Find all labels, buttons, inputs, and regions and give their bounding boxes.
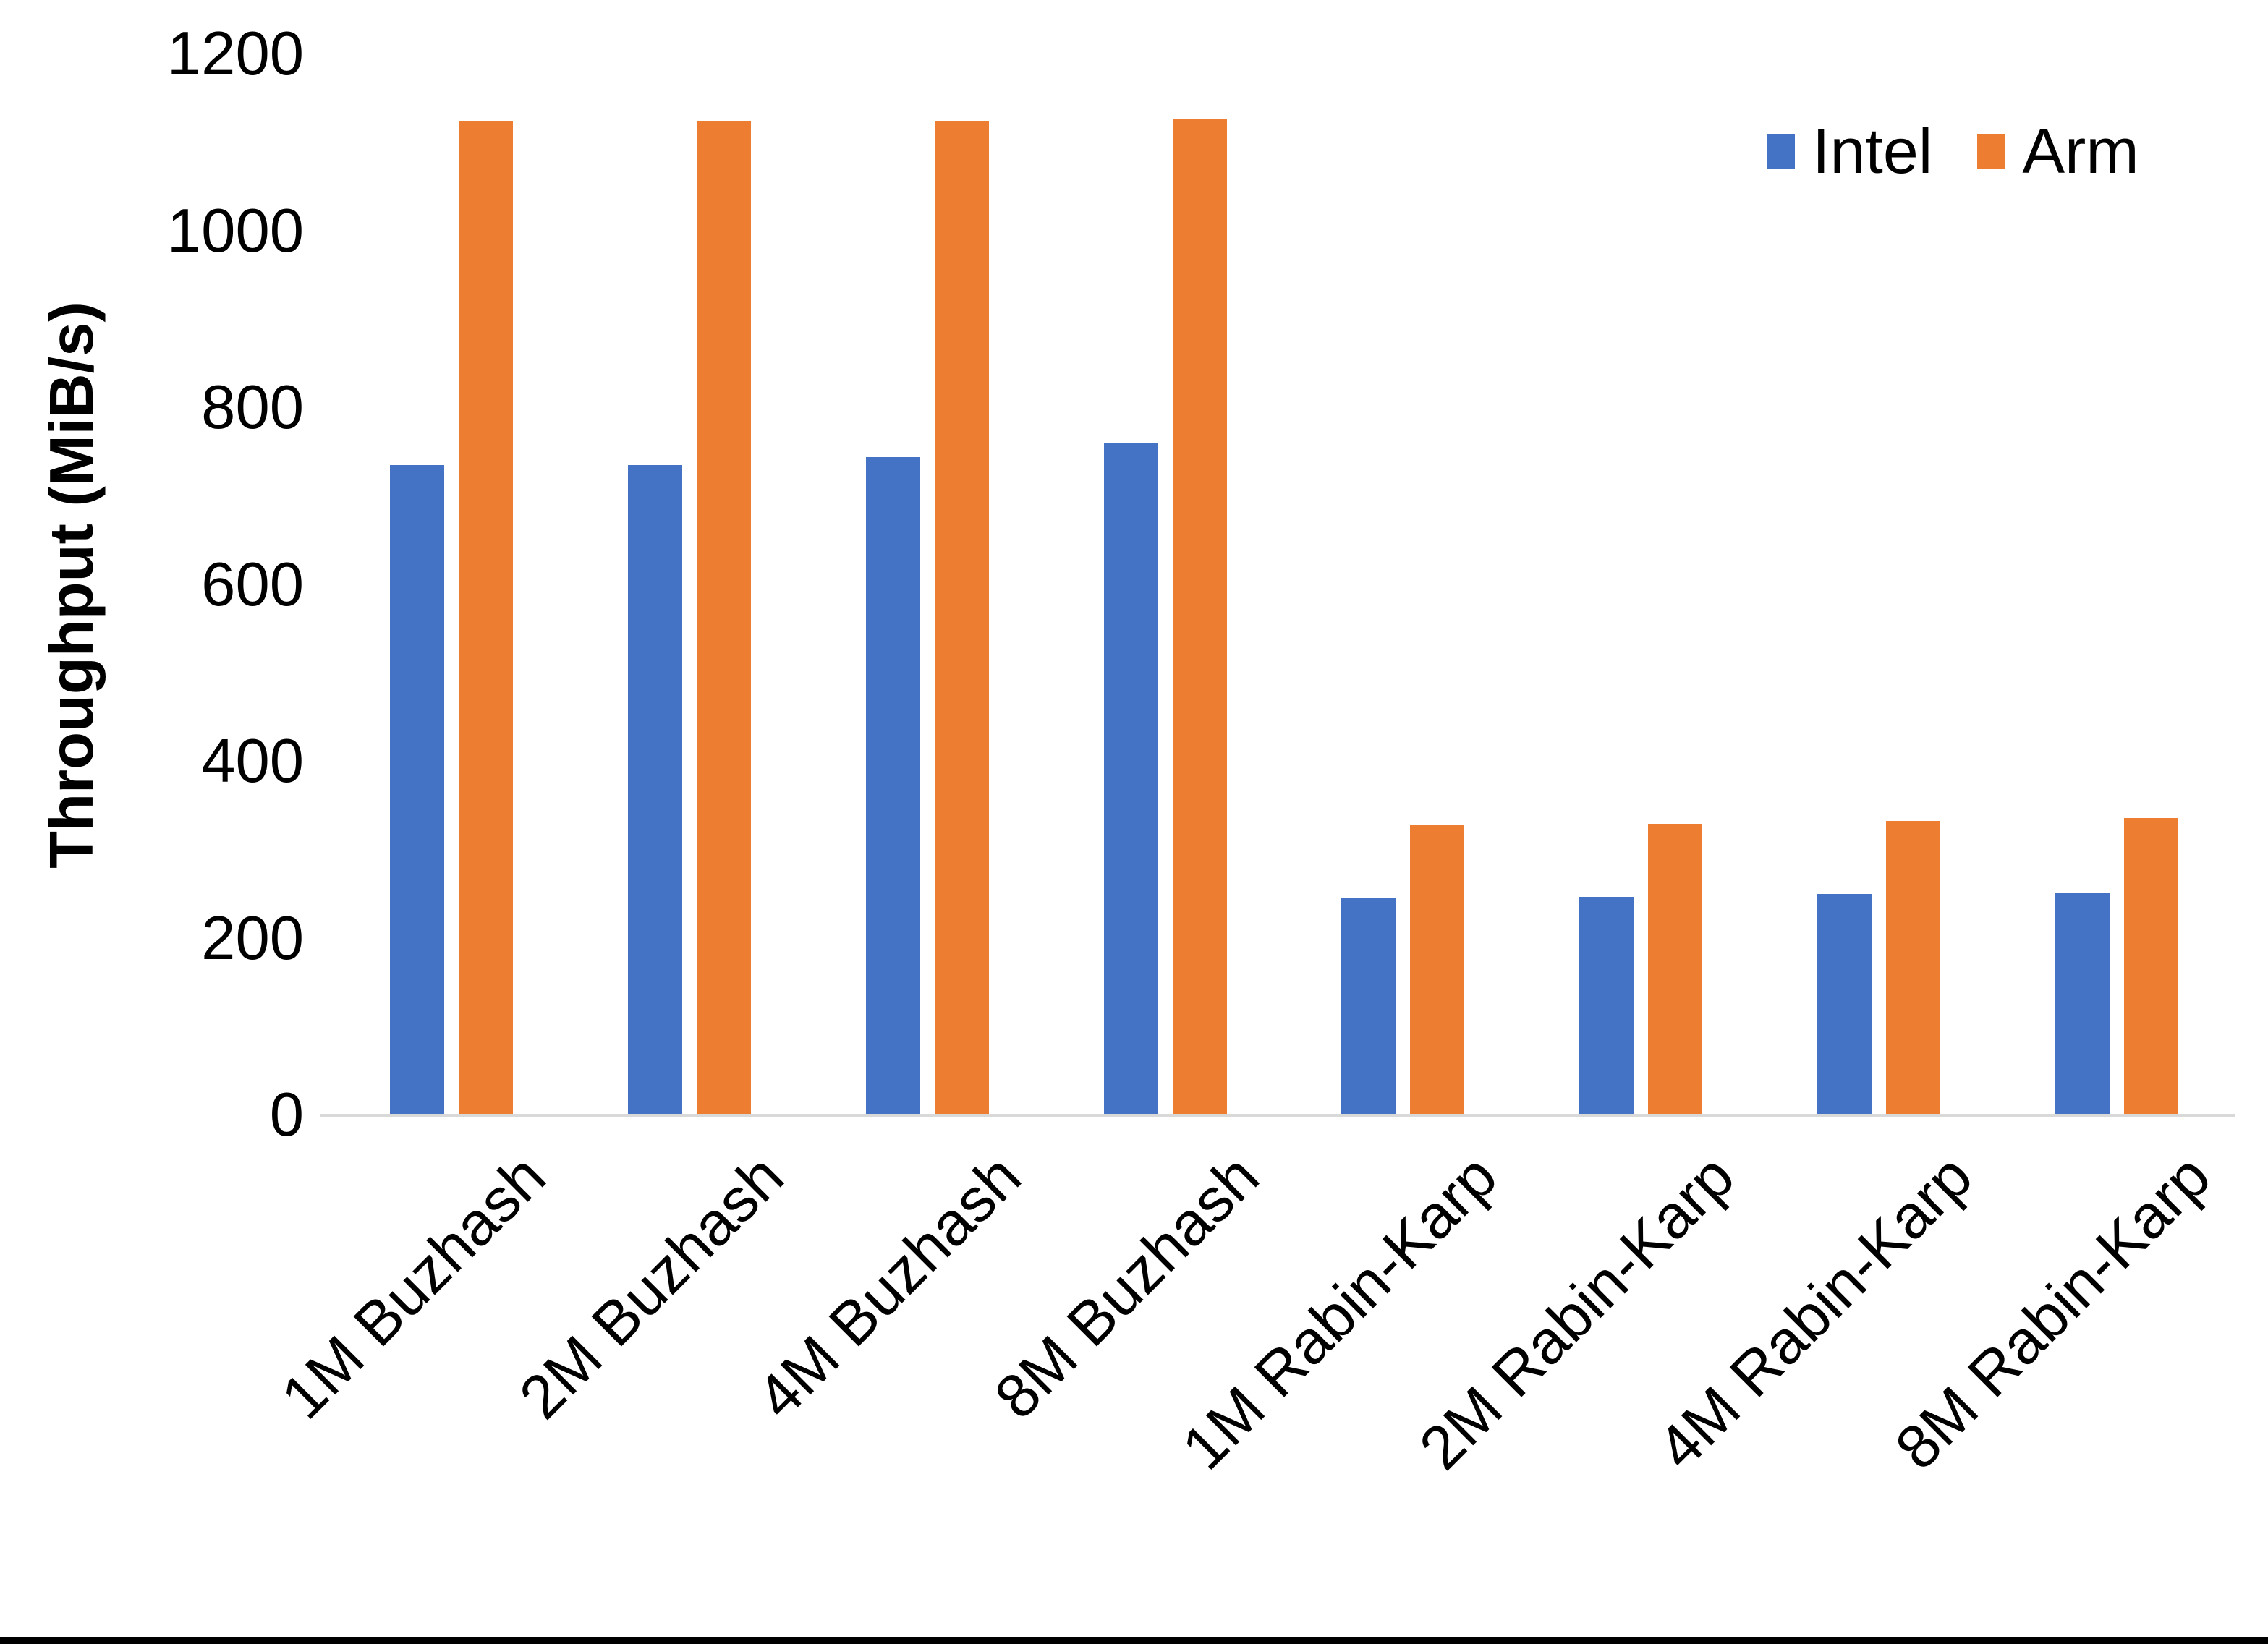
legend-swatch-arm	[1977, 134, 2005, 169]
bar-intel-8m-rabin-karp	[2055, 893, 2110, 1115]
page-bottom-border	[0, 1637, 2268, 1644]
bar-intel-1m-buzhash	[390, 465, 445, 1115]
bar-intel-4m-rabin-karp	[1817, 894, 1872, 1115]
bar-arm-2m-rabin-karp	[1648, 824, 1703, 1115]
y-axis-title-wrap: Throughput (MiB/s)	[25, 54, 119, 1115]
bar-intel-2m-buzhash	[628, 465, 683, 1115]
legend-swatch-intel	[1767, 134, 1795, 169]
bar-intel-1m-rabin-karp	[1341, 898, 1396, 1115]
legend: Intel Arm	[1767, 119, 2139, 183]
y-tick-200: 200	[201, 903, 304, 973]
bar-arm-2m-buzhash	[697, 121, 752, 1115]
legend-label-arm: Arm	[2022, 115, 2139, 187]
y-tick-800: 800	[201, 373, 304, 442]
bar-intel-4m-buzhash	[865, 457, 920, 1115]
bar-intel-2m-rabin-karp	[1579, 897, 1634, 1115]
x-axis-line	[320, 1114, 2235, 1117]
legend-item-arm: Arm	[1977, 119, 2139, 183]
bar-intel-8m-buzhash	[1103, 443, 1158, 1115]
y-axis-title: Throughput (MiB/s)	[38, 301, 106, 869]
bar-arm-1m-buzhash	[459, 121, 514, 1115]
plot-area	[333, 54, 2235, 1115]
y-tick-1000: 1000	[166, 196, 304, 265]
legend-item-intel: Intel	[1767, 119, 1932, 183]
bar-arm-4m-buzhash	[934, 121, 989, 1115]
y-tick-400: 400	[201, 727, 304, 796]
y-tick-1200: 1200	[166, 20, 304, 88]
y-tick-0: 0	[269, 1081, 304, 1149]
y-tick-600: 600	[201, 550, 304, 619]
bar-arm-8m-buzhash	[1172, 119, 1227, 1115]
bar-arm-8m-rabin-karp	[2123, 818, 2178, 1115]
bar-arm-1m-rabin-karp	[1410, 825, 1465, 1115]
legend-label-intel: Intel	[1812, 115, 1933, 187]
bar-arm-4m-rabin-karp	[1885, 821, 1940, 1115]
